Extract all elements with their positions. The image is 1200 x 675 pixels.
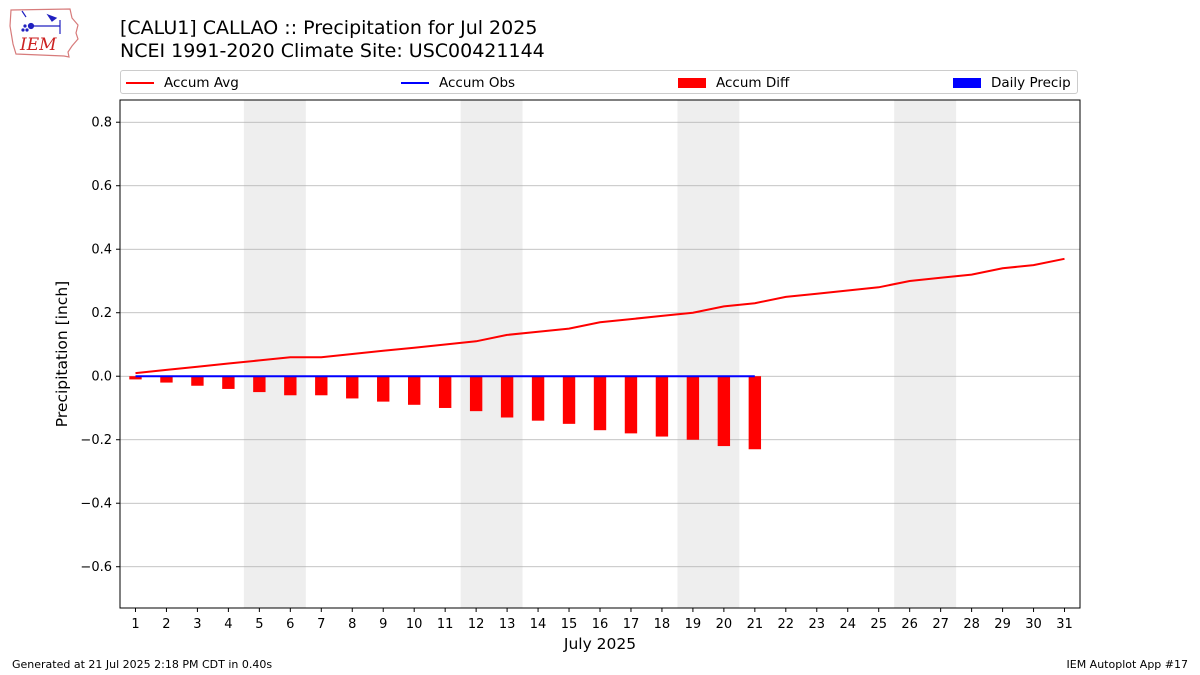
- accum-diff-bar: [686, 376, 700, 440]
- y-tick-label: 0.0: [91, 370, 112, 385]
- accum-diff-bar: [408, 376, 421, 405]
- x-tick-label: 30: [1025, 617, 1042, 632]
- accum-diff-bar: [346, 376, 359, 399]
- y-tick-label: 0.4: [91, 243, 112, 258]
- x-tick-label: 10: [406, 617, 423, 632]
- accum-diff-bar: [624, 376, 638, 434]
- legend-item-accum-avg: Accum Avg: [126, 74, 239, 92]
- accum-diff-bar: [438, 376, 452, 408]
- y-tick-label: −0.4: [80, 497, 112, 512]
- x-tick-label: 18: [654, 617, 671, 632]
- accum-diff-bar: [562, 376, 576, 424]
- accum-diff-bar: [129, 376, 142, 380]
- legend-swatch: [953, 78, 981, 88]
- weather-icon: [21, 10, 61, 34]
- legend-item-daily-precip: Daily Precip: [953, 74, 1071, 92]
- accum-diff-bar: [717, 376, 731, 447]
- y-tick-label: 0.2: [91, 306, 112, 321]
- accum-diff-bar: [160, 376, 173, 383]
- accum-diff-bar: [377, 376, 390, 402]
- x-tick-label: 15: [561, 617, 578, 632]
- x-tick-label: 5: [255, 617, 263, 632]
- x-tick-label: 11: [437, 617, 454, 632]
- y-tick-label: 0.8: [91, 116, 112, 131]
- accum-diff-bar: [531, 376, 545, 421]
- x-tick-label: 4: [224, 617, 232, 632]
- accum-diff-bar: [469, 376, 483, 412]
- x-axis-label: July 2025: [563, 635, 636, 653]
- iowa-state-outline: [9, 8, 79, 58]
- logo-text: IEM: [19, 35, 57, 55]
- legend-label: Accum Avg: [164, 75, 239, 91]
- x-tick-label: 24: [839, 617, 856, 632]
- weekend-shade: [677, 100, 740, 608]
- legend-swatch: [401, 82, 429, 84]
- legend-label: Accum Obs: [439, 75, 516, 91]
- x-tick-label: 9: [379, 617, 387, 632]
- accum-diff-bar: [253, 376, 266, 393]
- weekend-shade: [460, 100, 523, 608]
- legend-item-accum-diff: Accum Diff: [678, 74, 789, 92]
- y-tick-label: 0.6: [91, 179, 112, 194]
- chart-subtitle: NCEI 1991-2020 Climate Site: USC00421144: [120, 40, 545, 62]
- x-tick-label: 22: [778, 617, 795, 632]
- x-tick-label: 1: [131, 617, 139, 632]
- accum-diff-bar: [222, 376, 235, 389]
- x-tick-label: 14: [530, 617, 547, 632]
- x-tick-label: 26: [901, 617, 918, 632]
- legend-swatch: [678, 78, 706, 88]
- legend-item-accum-obs: Accum Obs: [401, 74, 515, 92]
- x-tick-label: 23: [809, 617, 826, 632]
- app-credit: IEM Autoplot App #17: [1066, 658, 1189, 671]
- accum-diff-bar: [748, 376, 762, 450]
- chart-title: [CALU1] CALLAO :: Precipitation for Jul …: [120, 17, 538, 39]
- x-tick-label: 29: [994, 617, 1011, 632]
- legend-label: Daily Precip: [991, 75, 1071, 91]
- accum-diff-bar: [500, 376, 514, 418]
- x-tick-label: 31: [1056, 617, 1073, 632]
- y-axis-label: Precipitation [inch]: [53, 281, 71, 427]
- x-tick-label: 7: [317, 617, 325, 632]
- y-tick-label: −0.2: [80, 433, 112, 448]
- x-tick-label: 2: [162, 617, 170, 632]
- y-tick-label: −0.6: [80, 560, 112, 575]
- iem-logo: IEM: [9, 8, 79, 58]
- legend: Accum Avg Accum Obs Accum Diff Daily Pre…: [120, 70, 1078, 94]
- x-tick-label: 8: [348, 617, 356, 632]
- x-tick-label: 12: [468, 617, 485, 632]
- x-tick-label: 25: [870, 617, 887, 632]
- x-tick-label: 17: [623, 617, 640, 632]
- x-tick-label: 20: [716, 617, 733, 632]
- x-tick-label: 19: [685, 617, 702, 632]
- accum-diff-bar: [315, 376, 328, 396]
- legend-swatch: [126, 82, 154, 84]
- x-tick-label: 16: [592, 617, 609, 632]
- weekend-shade: [243, 100, 306, 608]
- x-tick-label: 27: [932, 617, 949, 632]
- accum-diff-bar: [655, 376, 669, 437]
- accum-avg-line: [135, 257, 1065, 375]
- generated-timestamp: Generated at 21 Jul 2025 2:18 PM CDT in …: [12, 658, 273, 671]
- x-tick-label: 21: [747, 617, 764, 632]
- weekend-shade: [894, 100, 957, 608]
- x-tick-label: 13: [499, 617, 516, 632]
- legend-label: Accum Diff: [716, 75, 790, 91]
- x-tick-label: 28: [963, 617, 980, 632]
- accum-diff-bar: [593, 376, 607, 431]
- x-tick-label: 3: [193, 617, 201, 632]
- accum-diff-bar: [284, 376, 297, 396]
- accum-diff-bar: [191, 376, 204, 386]
- x-tick-label: 6: [286, 617, 294, 632]
